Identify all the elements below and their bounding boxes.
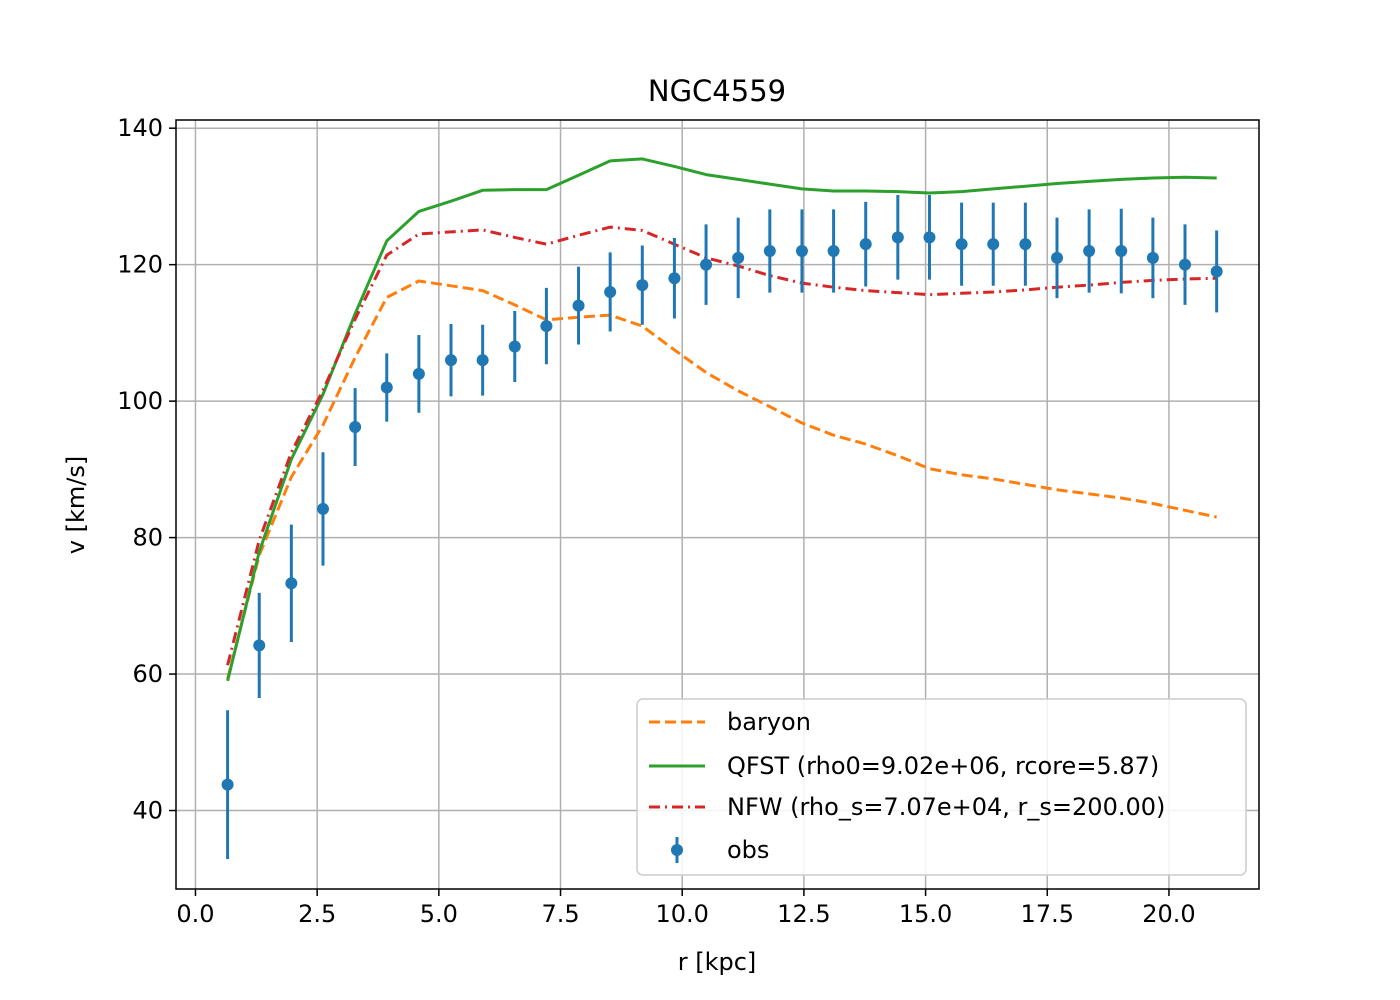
observed-point [253, 639, 266, 652]
x-tick-label: 5.0 [420, 900, 458, 928]
x-tick-label: 12.5 [777, 900, 830, 928]
observed-point [1019, 238, 1032, 251]
observed-point [1051, 251, 1064, 264]
x-tick-label: 7.5 [541, 900, 579, 928]
legend-label: QFST (rho0=9.02e+06, rcore=5.87) [727, 752, 1159, 780]
series-layer [226, 157, 1218, 682]
observed-point [1115, 245, 1128, 258]
x-tick-label: 17.5 [1021, 900, 1074, 928]
observed-point [795, 245, 808, 258]
y-tick-label: 60 [132, 660, 163, 688]
observed-point [412, 367, 425, 380]
y-axis-label: v [km/s] [62, 456, 90, 554]
x-tick-label: 0.0 [176, 900, 214, 928]
observed-point [508, 340, 521, 353]
legend-label: NFW (rho_s=7.07e+04, r_s=200.00) [727, 793, 1165, 821]
observed-point [955, 238, 968, 251]
y-tick-label: 100 [117, 387, 163, 415]
y-tick-label: 140 [117, 114, 163, 142]
observed-point [987, 238, 1000, 251]
observed-point [1179, 258, 1192, 271]
y-tick-label: 80 [132, 524, 163, 552]
y-tick-label: 40 [132, 797, 163, 825]
observed-points [221, 195, 1223, 859]
observed-point [1210, 265, 1223, 278]
observed-point [668, 272, 681, 285]
x-tick-label: 10.0 [655, 900, 708, 928]
chart-title: NGC4559 [648, 74, 786, 108]
series-line-baryon [226, 279, 1218, 680]
observed-point [827, 245, 840, 258]
x-tick-label: 2.5 [298, 900, 336, 928]
observed-point [380, 381, 393, 394]
x-axis-ticks: 0.0 2.5 5.0 7.5 10.0 12.5 15.0 17.5 20.0 [176, 889, 1196, 928]
x-tick-label: 15.0 [899, 900, 952, 928]
observed-point [540, 320, 553, 333]
legend-swatch [671, 844, 683, 856]
legend-box [636, 698, 1247, 876]
observed-point [604, 285, 617, 298]
observed-point [1146, 251, 1159, 264]
observed-point [891, 231, 904, 244]
legend-label: obs [727, 836, 769, 864]
observed-point [700, 258, 713, 271]
y-axis-ticks: 40 60 80 100 120 140 [117, 114, 176, 825]
observed-point [923, 231, 936, 244]
plot-frame [175, 119, 1260, 890]
observed-point [285, 577, 298, 590]
observed-point [221, 778, 234, 791]
observed-point [1083, 245, 1096, 258]
observed-point [476, 354, 489, 367]
observed-point [572, 299, 585, 312]
y-tick-label: 120 [117, 251, 163, 279]
series-line-qfst [226, 157, 1217, 682]
x-tick-label: 20.0 [1142, 900, 1195, 928]
observed-point [316, 502, 329, 515]
observed-point [859, 238, 872, 251]
observed-point [349, 421, 362, 434]
legend-label: baryon [727, 708, 811, 736]
observed-point [636, 279, 649, 292]
legend: baryon QFST (rho0=9.02e+06, rcore=5.87) NF… [636, 698, 1247, 876]
observed-point [732, 251, 745, 264]
observed-point [763, 245, 776, 258]
x-axis-label: r [kpc] [678, 948, 757, 976]
observed-point [445, 354, 458, 367]
